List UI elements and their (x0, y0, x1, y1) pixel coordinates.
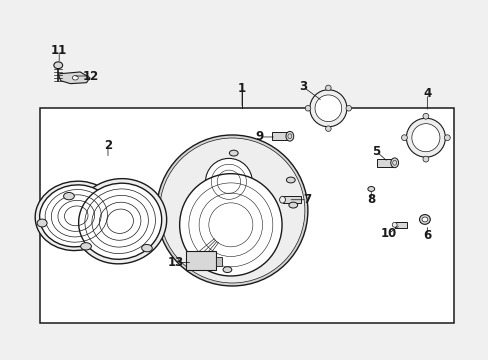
Ellipse shape (288, 202, 297, 208)
Ellipse shape (309, 90, 346, 127)
Polygon shape (58, 72, 90, 84)
Ellipse shape (305, 105, 310, 111)
Ellipse shape (401, 135, 407, 141)
Ellipse shape (391, 222, 396, 227)
Ellipse shape (444, 135, 449, 141)
Ellipse shape (419, 215, 429, 224)
Text: 5: 5 (371, 145, 380, 158)
Ellipse shape (422, 156, 428, 162)
Ellipse shape (179, 174, 282, 276)
Bar (216, 257, 222, 266)
Ellipse shape (367, 186, 374, 192)
Ellipse shape (40, 185, 113, 247)
Text: 9: 9 (254, 130, 263, 144)
Ellipse shape (205, 158, 252, 205)
Text: 7: 7 (302, 193, 310, 206)
Ellipse shape (160, 138, 304, 283)
Bar (376, 159, 393, 167)
Text: 1: 1 (238, 82, 245, 95)
Ellipse shape (421, 217, 427, 222)
Text: 3: 3 (298, 80, 306, 93)
Ellipse shape (314, 95, 341, 122)
Text: 13: 13 (168, 256, 184, 269)
Ellipse shape (79, 183, 162, 259)
Ellipse shape (35, 181, 117, 251)
Text: 12: 12 (82, 69, 99, 82)
Ellipse shape (229, 150, 238, 156)
Ellipse shape (346, 105, 351, 111)
Bar (185, 251, 216, 270)
Ellipse shape (406, 118, 445, 157)
Ellipse shape (54, 62, 62, 69)
Ellipse shape (286, 177, 295, 183)
Ellipse shape (223, 267, 231, 273)
Text: 11: 11 (51, 44, 67, 57)
Bar (394, 222, 407, 228)
Ellipse shape (325, 85, 330, 91)
Bar (272, 132, 289, 140)
Ellipse shape (72, 76, 78, 80)
Ellipse shape (411, 123, 439, 152)
Bar (40, 108, 453, 323)
Ellipse shape (422, 113, 428, 119)
Ellipse shape (285, 131, 293, 141)
Text: 2: 2 (103, 139, 112, 152)
Ellipse shape (390, 158, 398, 168)
Ellipse shape (74, 179, 166, 264)
Ellipse shape (37, 219, 47, 227)
Ellipse shape (325, 126, 330, 131)
Text: 4: 4 (422, 87, 430, 100)
Text: 8: 8 (366, 193, 375, 206)
Text: 6: 6 (422, 229, 430, 242)
Ellipse shape (157, 135, 307, 286)
Text: 10: 10 (380, 227, 396, 240)
Ellipse shape (63, 193, 74, 200)
Bar (282, 196, 301, 203)
Ellipse shape (81, 243, 91, 250)
Ellipse shape (142, 244, 152, 252)
Ellipse shape (279, 196, 285, 203)
